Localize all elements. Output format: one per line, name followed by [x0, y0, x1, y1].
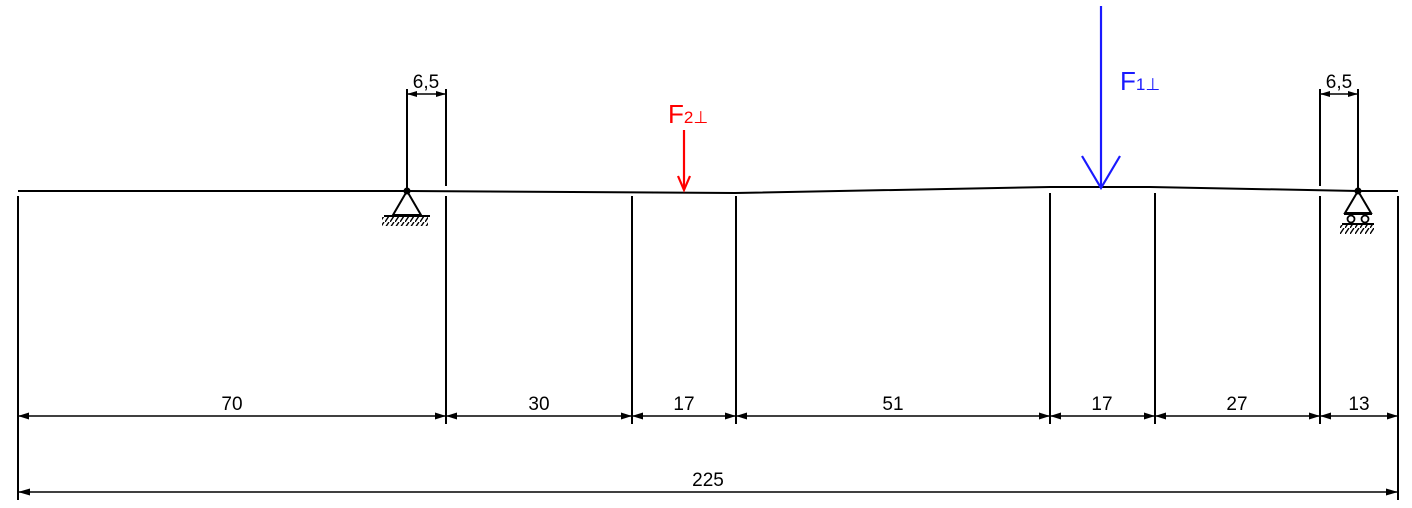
dim-label-segment-3: 17: [673, 394, 694, 415]
force-f2-label: F2⊥: [668, 99, 708, 129]
dim-label-support-offset-left: 6,5: [413, 72, 439, 93]
dim-label-segment-2: 30: [528, 394, 549, 415]
dim-arrowhead: [1387, 412, 1398, 420]
dim-arrowhead: [1155, 412, 1166, 420]
dim-support-offset-left: 6,5: [407, 72, 446, 97]
dim-support-offset-right: 6,5: [1320, 72, 1358, 97]
upper-extension-lines: [406, 89, 1359, 191]
dim-arrowhead: [1144, 412, 1155, 420]
dim-arrowhead: [1039, 412, 1050, 420]
dim-arrowhead: [435, 412, 446, 420]
dim-arrowhead: [446, 412, 457, 420]
dim-label-total: 225: [692, 470, 724, 491]
shaft-axis-line: [18, 186, 1398, 195]
force-f1-subscript: 1⊥: [1136, 75, 1160, 94]
dim-arrowhead: [632, 412, 643, 420]
force-f2: F2⊥: [668, 99, 708, 193]
dim-arrowhead: [1309, 412, 1320, 420]
force-f2-subscript: 2⊥: [684, 108, 708, 127]
force-f2-arrow-head: [676, 175, 692, 193]
force-f1-arrow-head: [1081, 155, 1121, 191]
extension-lines: [17, 193, 1399, 500]
roller-support-right: [1340, 187, 1374, 234]
dim-arrowhead: [1320, 412, 1331, 420]
dim-label-support-offset-right: 6,5: [1326, 72, 1352, 93]
segment-dimensions: 70 30 17 51 17 27 13: [18, 394, 1398, 420]
dim-arrowhead: [621, 412, 632, 420]
dim-label-segment-7: 13: [1348, 394, 1369, 415]
dim-arrowhead: [18, 412, 29, 420]
dim-label-segment-4: 51: [882, 394, 903, 415]
total-dimension: 225: [18, 470, 1398, 496]
force-f1-label: F1⊥: [1120, 66, 1160, 96]
dim-label-segment-1: 70: [221, 394, 242, 415]
dim-label-segment-5: 17: [1091, 394, 1112, 415]
dim-label-segment-6: 27: [1226, 394, 1247, 415]
force-f1: F1⊥: [1081, 6, 1160, 191]
dim-arrowhead: [725, 412, 736, 420]
dim-arrowhead: [1050, 412, 1061, 420]
dim-arrowhead: [736, 412, 747, 420]
fixed-support-left: [382, 187, 430, 226]
